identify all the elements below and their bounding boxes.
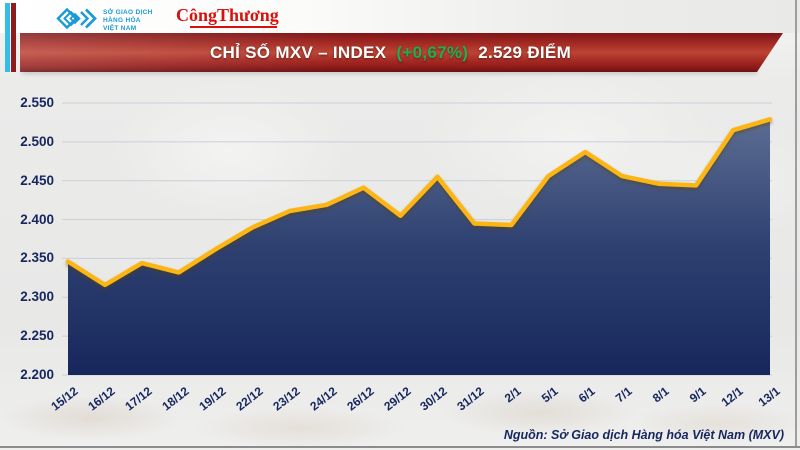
mxv-org-name: SỞ GIAO DỊCH HÀNG HÓA VIỆT NAM bbox=[103, 8, 153, 33]
y-tick-label: 2.200 bbox=[20, 367, 54, 382]
congthuong-logo: CôngThương bbox=[176, 6, 279, 28]
y-tick-label: 2.500 bbox=[20, 133, 54, 149]
mxv-logo: SỞ GIAO DỊCH HÀNG HÓA VIỆT NAM bbox=[56, 5, 153, 37]
congthuong-wordmark: CôngThương bbox=[176, 5, 279, 25]
index-line bbox=[65, 117, 773, 288]
congthuong-underline bbox=[190, 26, 277, 28]
y-tick-label: 2.400 bbox=[20, 211, 54, 227]
frame-right-border bbox=[795, 0, 797, 447]
chart-title-banner: CHỈ SỐ MXV – INDEX (+0,67%) 2.529 ĐIỂM bbox=[20, 33, 783, 72]
source-note: Nguồn: Sở Giao dịch Hàng hóa Việt Nam (M… bbox=[503, 428, 784, 442]
index-series bbox=[65, 117, 773, 375]
accent-stripe-cyan bbox=[5, 3, 10, 72]
y-tick-label: 2.450 bbox=[20, 172, 54, 188]
frame-bottom-border bbox=[0, 446, 800, 448]
header-strip bbox=[0, 0, 800, 33]
chart-title-main: CHỈ SỐ MXV – INDEX bbox=[209, 42, 387, 62]
chart-title: CHỈ SỐ MXV – INDEX (+0,67%) 2.529 ĐIỂM bbox=[210, 43, 593, 63]
mxv-diamond-chevrons-icon bbox=[56, 5, 98, 37]
chart-title-value: 2.529 ĐIỂM bbox=[478, 42, 572, 62]
y-tick-label: 2.350 bbox=[20, 250, 54, 266]
area-fill bbox=[68, 119, 770, 375]
y-tick-label: 2.250 bbox=[20, 328, 54, 344]
y-tick-label: 2.300 bbox=[20, 289, 54, 305]
y-tick-label: 2.550 bbox=[20, 95, 54, 110]
accent-stripe-red bbox=[11, 3, 16, 72]
banner-shadow bbox=[22, 70, 757, 74]
chart-title-change: (+0,67%) bbox=[396, 42, 469, 62]
